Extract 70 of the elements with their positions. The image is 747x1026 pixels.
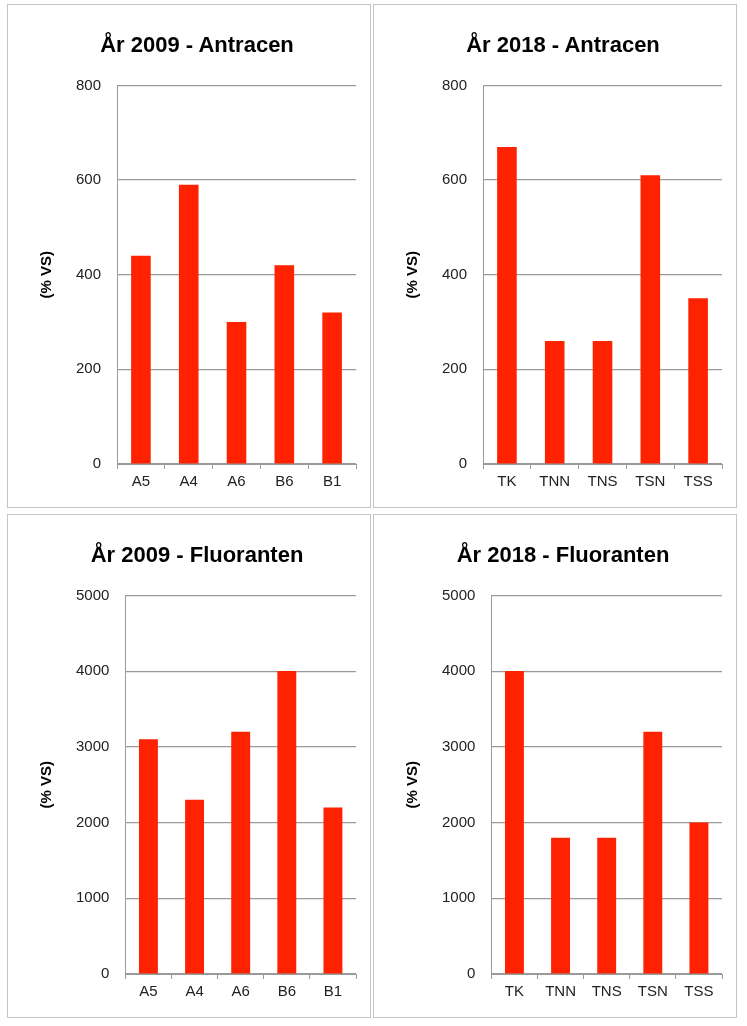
- y-tick-label: 3000: [441, 736, 476, 754]
- x-tick-label: A5: [139, 982, 158, 1000]
- bar: [231, 731, 251, 974]
- y-tick-label: 5000: [75, 585, 110, 603]
- x-tick-label: TSN: [637, 982, 668, 1000]
- y-axis-title: (% VS): [37, 760, 55, 809]
- x-tick-label: B6: [275, 472, 294, 490]
- bar: [643, 731, 663, 974]
- bar: [688, 298, 708, 464]
- x-tick-label: A4: [185, 982, 204, 1000]
- x-tick-label: B1: [322, 472, 342, 490]
- x-tick-label: B6: [277, 982, 296, 1000]
- bar: [544, 340, 565, 464]
- y-tick-label: 4000: [441, 661, 476, 679]
- y-tick-label: 1000: [75, 888, 110, 906]
- x-tick-label: TK: [504, 982, 525, 1000]
- y-tick-label: 800: [442, 75, 468, 93]
- y-tick-label: 0: [101, 964, 110, 982]
- chart-title: År 2018 - Fluoranten: [456, 541, 670, 568]
- bar: [131, 255, 151, 464]
- y-tick-label: 0: [467, 964, 476, 982]
- bar: [497, 146, 517, 464]
- x-tick-label: TK: [497, 472, 517, 490]
- bar: [597, 837, 617, 974]
- bar: [640, 175, 661, 464]
- y-tick-label: 200: [76, 359, 102, 377]
- x-tick-label: TNS: [587, 472, 618, 490]
- x-tick-label: A4: [179, 472, 198, 490]
- bar: [323, 807, 343, 974]
- y-tick-label: 600: [442, 170, 468, 188]
- y-tick-label: 5000: [441, 585, 476, 603]
- bar: [226, 322, 247, 464]
- x-tick-label: TSS: [683, 472, 713, 490]
- bar: [274, 265, 295, 464]
- y-tick-label: 1000: [441, 888, 476, 906]
- chart-title: År 2009 - Fluoranten: [90, 541, 304, 568]
- y-tick-label: 200: [442, 359, 468, 377]
- bar: [277, 671, 297, 974]
- bar: [178, 184, 199, 464]
- y-tick-label: 600: [76, 170, 102, 188]
- chart-title: År 2018 - Antracen: [466, 31, 660, 58]
- x-tick-label: A5: [131, 472, 151, 490]
- x-tick-label: A6: [227, 472, 246, 490]
- bar: [322, 312, 342, 464]
- y-tick-label: 800: [76, 75, 102, 93]
- x-tick-label: TSN: [635, 472, 666, 490]
- bar: [551, 837, 571, 974]
- y-tick-label: 4000: [75, 661, 110, 679]
- chart-title: År 2009 - Antracen: [100, 31, 294, 58]
- x-tick-label: A6: [231, 982, 250, 1000]
- y-tick-label: 3000: [75, 736, 110, 754]
- x-tick-label: TNN: [539, 472, 571, 490]
- bar: [504, 671, 524, 974]
- y-tick-label: 2000: [75, 812, 110, 830]
- y-tick-label: 0: [92, 454, 102, 472]
- x-tick-label: TNS: [591, 982, 622, 1000]
- y-tick-label: 2000: [441, 812, 476, 830]
- x-tick-label: TNN: [545, 982, 576, 1000]
- y-tick-label: 400: [76, 264, 102, 282]
- y-tick-label: 0: [458, 454, 468, 472]
- y-axis-title: (% VS): [403, 760, 421, 809]
- bar: [185, 799, 205, 974]
- x-tick-label: TSS: [684, 982, 714, 1000]
- bar: [138, 739, 158, 974]
- x-tick-label: B1: [323, 982, 343, 1000]
- y-axis-title: (% VS): [37, 250, 55, 299]
- bar: [689, 822, 709, 974]
- bar: [592, 340, 613, 464]
- y-axis-title: (% VS): [403, 250, 421, 299]
- y-tick-label: 400: [442, 264, 468, 282]
